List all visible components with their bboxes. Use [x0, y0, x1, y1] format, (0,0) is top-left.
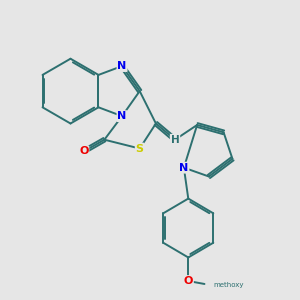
- Text: N: N: [117, 61, 127, 71]
- Text: O: O: [184, 276, 193, 286]
- Text: N: N: [117, 111, 127, 121]
- Text: O: O: [79, 146, 88, 157]
- Text: methoxy: methoxy: [213, 282, 244, 288]
- Text: H: H: [171, 135, 179, 145]
- Text: N: N: [179, 163, 188, 173]
- Text: S: S: [136, 143, 144, 154]
